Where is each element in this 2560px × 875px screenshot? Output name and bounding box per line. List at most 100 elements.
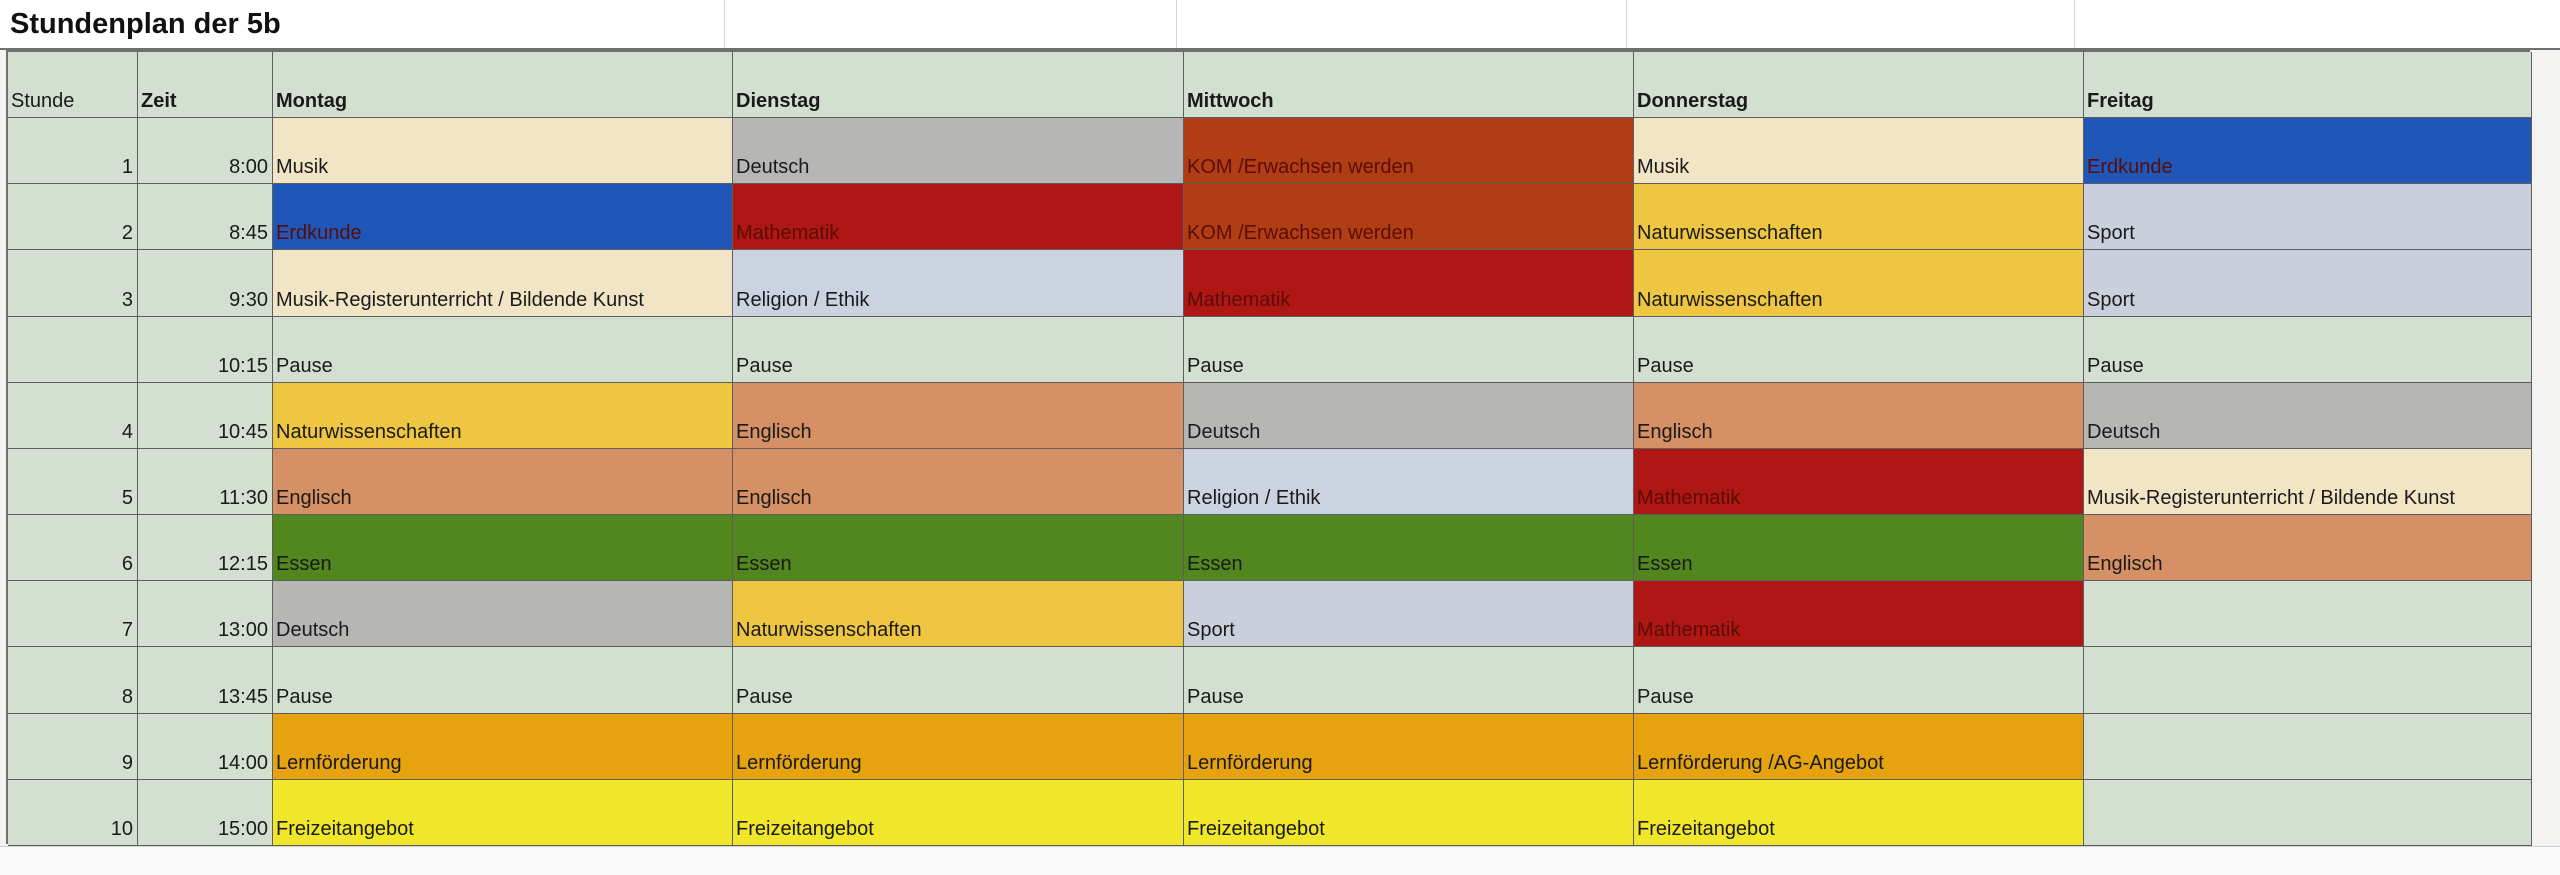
subject-cell[interactable]: Pause bbox=[733, 647, 1184, 714]
subject-cell[interactable]: Pause bbox=[1184, 316, 1634, 383]
subject-cell[interactable]: Naturwissenschaften bbox=[273, 382, 733, 449]
time-cell[interactable]: 9:30 bbox=[138, 250, 273, 317]
time-cell[interactable]: 13:00 bbox=[138, 581, 273, 648]
period-number-cell[interactable]: 5 bbox=[8, 448, 138, 516]
subject-cell[interactable]: Freizeitangebot bbox=[1634, 779, 2084, 846]
header-montag[interactable]: Montag bbox=[273, 52, 733, 118]
cell-text: Pause bbox=[1637, 354, 1694, 377]
subject-cell[interactable]: Deutsch bbox=[273, 581, 733, 648]
header-donnerstag[interactable]: Donnerstag bbox=[1634, 52, 2084, 118]
subject-cell[interactable]: Sport bbox=[1184, 581, 1634, 648]
subject-cell[interactable]: Lernförderung bbox=[1184, 713, 1634, 780]
subject-cell[interactable]: Pause bbox=[1184, 647, 1634, 714]
subject-cell[interactable]: Freizeitangebot bbox=[1184, 779, 1634, 846]
subject-cell[interactable]: Mathematik bbox=[733, 184, 1184, 251]
period-number-cell[interactable]: 7 bbox=[8, 581, 138, 648]
title-row: Stundenplan der 5b bbox=[0, 0, 2560, 50]
subject-cell[interactable]: Deutsch bbox=[1184, 382, 1634, 449]
subject-cell[interactable]: Musik-Registerunterricht / Bildende Kuns… bbox=[2084, 448, 2532, 516]
subject-cell[interactable]: Naturwissenschaften bbox=[1634, 250, 2084, 317]
time-cell[interactable]: 8:45 bbox=[138, 184, 273, 251]
period-number-cell[interactable]: 1 bbox=[8, 118, 138, 185]
subject-cell[interactable]: KOM /Erwachsen werden bbox=[1184, 118, 1634, 185]
subject-cell[interactable]: Naturwissenschaften bbox=[733, 581, 1184, 648]
cell-text: Mathematik bbox=[1637, 487, 1741, 510]
subject-cell[interactable]: Englisch bbox=[1634, 382, 2084, 449]
subject-cell[interactable]: Lernförderung /AG-Angebot bbox=[1634, 713, 2084, 780]
subject-cell[interactable]: Freizeitangebot bbox=[273, 779, 733, 846]
subject-cell[interactable]: Mathematik bbox=[1634, 581, 2084, 648]
subject-cell[interactable]: Englisch bbox=[273, 448, 733, 516]
subject-cell[interactable]: Essen bbox=[1634, 515, 2084, 582]
period-number-cell[interactable]: 6 bbox=[8, 515, 138, 582]
subject-cell[interactable] bbox=[2084, 713, 2532, 780]
subject-cell[interactable]: Mathematik bbox=[1634, 448, 2084, 516]
subject-cell[interactable]: Essen bbox=[273, 515, 733, 582]
subject-cell[interactable]: Lernförderung bbox=[733, 713, 1184, 780]
header-mittwoch[interactable]: Mittwoch bbox=[1184, 52, 1634, 118]
header-zeit[interactable]: Zeit bbox=[138, 52, 273, 118]
period-number-cell[interactable]: 8 bbox=[8, 647, 138, 714]
subject-cell[interactable]: Erdkunde bbox=[273, 184, 733, 251]
subject-cell[interactable]: Freizeitangebot bbox=[733, 779, 1184, 846]
column-divider bbox=[724, 0, 725, 48]
period-number-cell[interactable] bbox=[8, 316, 138, 383]
time-cell[interactable]: 13:45 bbox=[138, 647, 273, 714]
subject-cell[interactable]: Pause bbox=[273, 316, 733, 383]
time-cell[interactable]: 14:00 bbox=[138, 713, 273, 780]
time-cell[interactable]: 15:00 bbox=[138, 779, 273, 846]
subject-cell[interactable]: Pause bbox=[1634, 647, 2084, 714]
subject-cell[interactable]: Deutsch bbox=[733, 118, 1184, 185]
cell-text: Deutsch bbox=[276, 619, 350, 642]
header-freitag[interactable]: Freitag bbox=[2084, 52, 2532, 118]
subject-cell[interactable]: Deutsch bbox=[2084, 382, 2532, 449]
time-cell[interactable]: 8:00 bbox=[138, 118, 273, 185]
cell-text: Religion / Ethik bbox=[736, 288, 870, 311]
subject-cell[interactable] bbox=[2084, 779, 2532, 846]
header-dienstag[interactable]: Dienstag bbox=[733, 52, 1184, 118]
period-number-cell[interactable]: 10 bbox=[8, 779, 138, 846]
subject-cell[interactable]: Englisch bbox=[733, 382, 1184, 449]
subject-cell[interactable]: Sport bbox=[2084, 250, 2532, 317]
subject-cell[interactable] bbox=[2084, 647, 2532, 714]
time-cell[interactable]: 12:15 bbox=[138, 515, 273, 582]
subject-cell[interactable]: Musik bbox=[273, 118, 733, 185]
cell-text: 8 bbox=[121, 685, 133, 708]
subject-cell[interactable]: Sport bbox=[2084, 184, 2532, 251]
cell-text: Montag bbox=[276, 90, 348, 112]
subject-cell[interactable]: Erdkunde bbox=[2084, 118, 2532, 185]
subject-cell[interactable]: Musik bbox=[1634, 118, 2084, 185]
subject-cell[interactable]: Religion / Ethik bbox=[1184, 448, 1634, 516]
period-number-cell[interactable]: 2 bbox=[8, 184, 138, 251]
subject-cell[interactable]: Mathematik bbox=[1184, 250, 1634, 317]
subject-cell[interactable]: Pause bbox=[1634, 316, 2084, 383]
cell-text: Pause bbox=[276, 354, 333, 377]
cell-text: Pause bbox=[2087, 354, 2144, 377]
time-cell[interactable]: 11:30 bbox=[138, 448, 273, 516]
time-cell[interactable]: 10:15 bbox=[138, 316, 273, 383]
cell-text: Musik-Registerunterricht / Bildende Kuns… bbox=[2087, 487, 2455, 510]
subject-cell[interactable]: Pause bbox=[273, 647, 733, 714]
subject-cell[interactable]: Religion / Ethik bbox=[733, 250, 1184, 317]
subject-cell[interactable]: Essen bbox=[733, 515, 1184, 582]
cell-text: Lernförderung bbox=[736, 751, 862, 774]
subject-cell[interactable]: Englisch bbox=[2084, 515, 2532, 582]
period-number-cell[interactable]: 3 bbox=[8, 250, 138, 317]
header-stunde[interactable]: Stunde bbox=[8, 52, 138, 118]
sheet-title[interactable]: Stundenplan der 5b bbox=[10, 8, 281, 40]
subject-cell[interactable]: Naturwissenschaften bbox=[1634, 184, 2084, 251]
subject-cell[interactable] bbox=[2084, 581, 2532, 648]
subject-cell[interactable]: Pause bbox=[733, 316, 1184, 383]
cell-text: Freitag bbox=[2087, 90, 2154, 112]
subject-cell[interactable]: Englisch bbox=[733, 448, 1184, 516]
subject-cell[interactable]: Pause bbox=[2084, 316, 2532, 383]
subject-cell[interactable]: Lernförderung bbox=[273, 713, 733, 780]
subject-cell[interactable]: KOM /Erwachsen werden bbox=[1184, 184, 1634, 251]
period-number-cell[interactable]: 4 bbox=[8, 382, 138, 449]
cell-text: Pause bbox=[736, 685, 793, 708]
cell-text: 15:00 bbox=[217, 817, 268, 840]
subject-cell[interactable]: Musik-Registerunterricht / Bildende Kuns… bbox=[273, 250, 733, 317]
subject-cell[interactable]: Essen bbox=[1184, 515, 1634, 582]
period-number-cell[interactable]: 9 bbox=[8, 713, 138, 780]
time-cell[interactable]: 10:45 bbox=[138, 382, 273, 449]
